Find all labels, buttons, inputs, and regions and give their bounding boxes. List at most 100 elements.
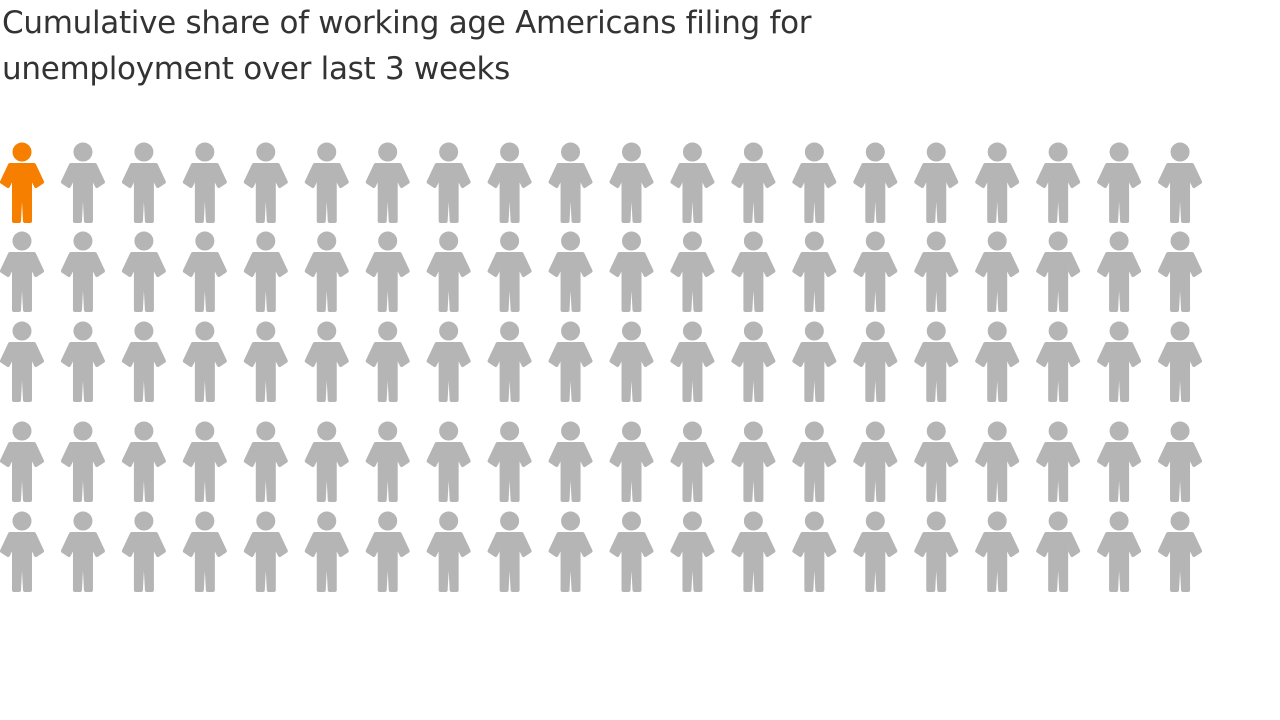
person-icon: [609, 141, 654, 223]
person-icon: [548, 320, 593, 402]
person-icon: [182, 141, 227, 223]
person-icon: [914, 320, 959, 402]
person-icon: [365, 320, 410, 402]
person-icon: [670, 230, 715, 312]
person-icon: [1097, 420, 1142, 502]
person-icon: [426, 230, 471, 312]
person-icon: [121, 420, 166, 502]
person-icon: [304, 420, 349, 502]
person-icon: [426, 510, 471, 592]
person-icon: [365, 420, 410, 502]
person-icon: [426, 420, 471, 502]
person-icon: [975, 320, 1020, 402]
person-icon: [731, 320, 776, 402]
person-icon: [0, 510, 44, 592]
person-icon: [243, 320, 288, 402]
person-icon: [1097, 510, 1142, 592]
person-icon: [853, 141, 898, 223]
person-icon: [609, 510, 654, 592]
person-icon: [792, 420, 837, 502]
person-icon: [1158, 510, 1203, 592]
person-icon: [548, 420, 593, 502]
person-icon: [304, 510, 349, 592]
person-icon: [426, 141, 471, 223]
person-icon: [182, 420, 227, 502]
person-icon: [243, 420, 288, 502]
person-icon: [731, 230, 776, 312]
person-icon: [365, 510, 410, 592]
person-icon: [853, 420, 898, 502]
person-icon: [731, 510, 776, 592]
person-icon: [182, 510, 227, 592]
person-icon: [975, 510, 1020, 592]
person-icon: [304, 141, 349, 223]
person-icon: [670, 420, 715, 502]
person-icon: [1097, 230, 1142, 312]
person-icon: [609, 320, 654, 402]
person-icon: [792, 510, 837, 592]
icon-grid: [0, 141, 1203, 592]
person-icon: [731, 141, 776, 223]
person-icon-highlighted: [0, 141, 44, 223]
person-icon: [1097, 141, 1142, 223]
person-icon: [243, 230, 288, 312]
person-icon: [670, 141, 715, 223]
person-icon: [121, 230, 166, 312]
person-icon: [914, 510, 959, 592]
person-icon: [670, 320, 715, 402]
person-icon: [0, 230, 44, 312]
person-icon: [60, 420, 105, 502]
person-icon: [243, 141, 288, 223]
person-icon: [914, 141, 959, 223]
person-icon: [487, 320, 532, 402]
person-icon: [0, 320, 44, 402]
person-icon: [182, 320, 227, 402]
person-icon: [548, 141, 593, 223]
person-icon: [60, 141, 105, 223]
person-icon: [975, 420, 1020, 502]
person-icon: [1158, 420, 1203, 502]
person-icon: [1036, 141, 1081, 223]
chart-title: Cumulative share of working age American…: [2, 5, 812, 87]
person-icon: [914, 420, 959, 502]
person-icon: [975, 230, 1020, 312]
person-icon: [792, 230, 837, 312]
person-icon: [731, 420, 776, 502]
person-icon: [304, 230, 349, 312]
person-icon: [548, 510, 593, 592]
person-icon: [1036, 230, 1081, 312]
person-icon: [1036, 420, 1081, 502]
person-icon: [365, 230, 410, 312]
person-icon: [487, 420, 532, 502]
person-icon: [853, 510, 898, 592]
person-icon: [1158, 230, 1203, 312]
person-icon: [426, 320, 471, 402]
person-icon: [792, 141, 837, 223]
person-icon: [60, 510, 105, 592]
person-icon: [121, 320, 166, 402]
person-icon: [975, 141, 1020, 223]
person-icon: [1097, 320, 1142, 402]
person-icon: [121, 141, 166, 223]
person-icon: [609, 230, 654, 312]
person-icon: [487, 230, 532, 312]
person-icon: [243, 510, 288, 592]
person-icon: [1158, 141, 1203, 223]
person-icon: [792, 320, 837, 402]
person-icon: [853, 320, 898, 402]
person-icon: [487, 510, 532, 592]
person-icon: [0, 420, 44, 502]
person-icon: [1036, 510, 1081, 592]
person-icon: [1036, 320, 1081, 402]
person-icon: [487, 141, 532, 223]
person-icon: [853, 230, 898, 312]
person-icon: [304, 320, 349, 402]
person-icon: [121, 510, 166, 592]
person-icon: [548, 230, 593, 312]
person-icon: [60, 230, 105, 312]
person-icon: [609, 420, 654, 502]
person-icon: [365, 141, 410, 223]
person-icon: [182, 230, 227, 312]
person-icon: [670, 510, 715, 592]
